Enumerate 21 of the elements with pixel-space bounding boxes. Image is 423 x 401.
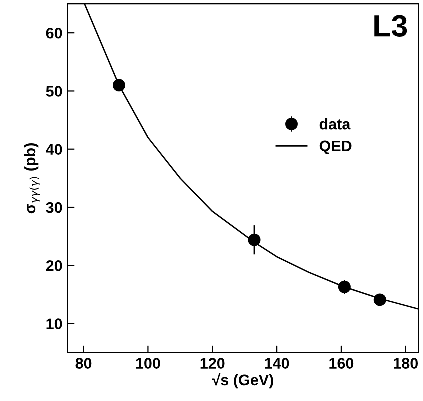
point [112, 79, 126, 92]
point [374, 294, 386, 306]
point [338, 280, 351, 294]
y-axis-title: σ$_{γγ(γ)}$ (pb) [24, 144, 40, 214]
y-tick-label: 50 [46, 86, 62, 97]
x-tick-label: 160 [330, 358, 354, 369]
annotation: L3 [374, 15, 408, 37]
y-tick-label: 30 [46, 202, 62, 214]
y-tick-label: 20 [46, 260, 62, 272]
x-axis-title: √s (GeV) [212, 373, 274, 389]
y-tick-label: 10 [46, 318, 62, 330]
x-tick-label: 80 [76, 358, 92, 369]
legend-label: QED [320, 140, 352, 154]
x-tick-label: 120 [200, 358, 225, 369]
x-tick-label: 140 [265, 358, 290, 369]
legend-label: data [320, 118, 351, 130]
y-tick-label: 60 [46, 28, 62, 39]
x-tick-label: 100 [136, 358, 160, 369]
x-tick-label: 180 [394, 358, 418, 369]
point [248, 234, 261, 246]
y-tick-label: 40 [46, 144, 62, 156]
